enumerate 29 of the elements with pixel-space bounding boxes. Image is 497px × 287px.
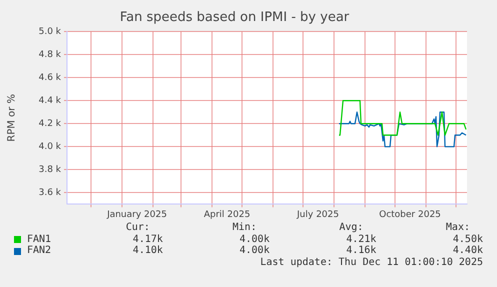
x-tick-label: July 2025 — [296, 210, 339, 220]
y-tick-label: 4.2 k — [38, 118, 62, 129]
y-axis-title: RPM or % — [6, 94, 18, 142]
text: 4.21k — [346, 234, 376, 245]
y-tick-label: 4.8 k — [38, 50, 62, 60]
text: Min: — [232, 222, 257, 234]
text: 4.40k — [452, 245, 483, 257]
x-tick-label: April 2025 — [204, 210, 250, 220]
legend-label: FAN1 — [27, 234, 52, 246]
x-tick-label: January 2025 — [106, 210, 167, 220]
y-tick-label: 3.8 k — [38, 165, 62, 176]
y-tick-label: 3.6 k — [38, 188, 62, 198]
text: 4.00k — [240, 234, 270, 245]
text: Max: — [446, 222, 470, 234]
text: Cur: — [126, 222, 150, 234]
text: Avg: — [339, 222, 364, 234]
text: Last update: Thu Dec 11 01:00:10 2025 — [260, 256, 483, 268]
chart-title: Fan speeds based on IPMI - by year — [120, 10, 350, 26]
text: 4.16k — [346, 245, 376, 257]
text: 4.50k — [452, 234, 483, 245]
y-tick-label: 4.6 k — [38, 72, 62, 83]
legend-label: FAN2 — [27, 245, 52, 257]
text: 4.00k — [240, 245, 270, 257]
y-tick-label: 4.0 k — [38, 142, 62, 152]
x-tick-label: October 2025 — [379, 210, 441, 220]
y-tick-label: 4.4 k — [38, 96, 62, 106]
text: 4.17k — [132, 234, 163, 245]
text: 4.10k — [132, 245, 163, 257]
y-tick-label: 5.0 k — [38, 26, 62, 37]
